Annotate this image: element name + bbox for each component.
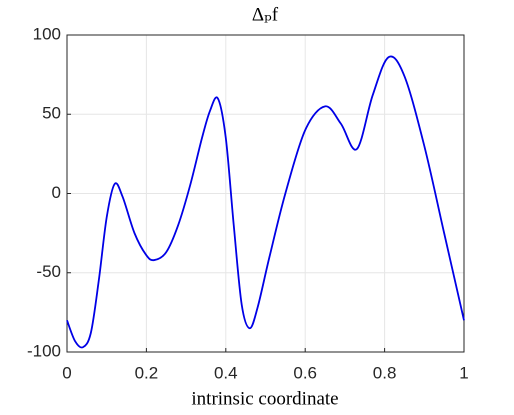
y-tick-label: 50 [42,104,61,123]
x-tick-label: 0.8 [373,363,397,382]
y-tick-label: 100 [33,24,61,43]
x-tick-label: 0.2 [135,363,159,382]
x-axis-label: intrinsic coordinate [191,388,338,409]
x-tick-label: 0.4 [214,363,238,382]
y-tick-label: -50 [36,262,61,281]
x-tick-label: 0 [62,363,71,382]
y-tick-label: -100 [27,341,61,360]
y-tick-label: 0 [52,183,61,202]
data-line [66,55,465,349]
x-tick-label: 1 [459,363,468,382]
chart-title: Δₚf [252,4,279,25]
axes-box [66,34,465,353]
x-tick-label: 0.6 [293,363,317,382]
